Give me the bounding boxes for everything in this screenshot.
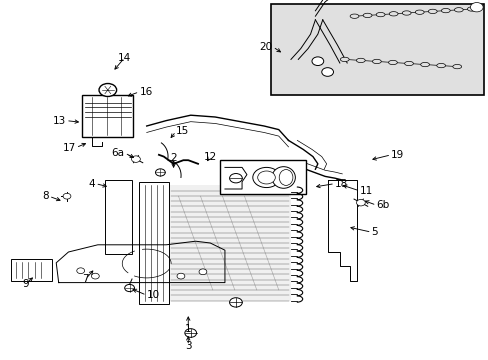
Text: 3: 3 (184, 341, 191, 351)
Ellipse shape (363, 13, 371, 18)
Bar (105, 180, 132, 254)
Text: 11: 11 (359, 186, 372, 196)
Circle shape (321, 68, 333, 76)
Ellipse shape (356, 58, 365, 63)
Circle shape (229, 298, 242, 307)
Ellipse shape (420, 62, 428, 67)
Circle shape (91, 273, 99, 279)
Text: 17: 17 (62, 143, 76, 153)
Circle shape (124, 284, 134, 292)
Bar (271, 4, 483, 95)
Text: 15: 15 (176, 126, 189, 136)
Circle shape (63, 193, 71, 199)
Circle shape (184, 329, 196, 337)
Ellipse shape (467, 7, 475, 11)
Text: 2: 2 (170, 153, 177, 163)
Circle shape (99, 84, 116, 96)
Circle shape (252, 167, 280, 188)
Text: 7: 7 (82, 274, 89, 284)
Circle shape (131, 156, 140, 162)
Circle shape (155, 169, 165, 176)
Circle shape (229, 174, 242, 183)
Text: 1: 1 (184, 324, 191, 334)
Circle shape (77, 268, 84, 274)
Circle shape (257, 171, 275, 184)
Ellipse shape (340, 57, 348, 62)
Text: 16: 16 (139, 87, 152, 97)
Text: 9: 9 (22, 279, 29, 289)
Ellipse shape (349, 14, 358, 18)
Ellipse shape (279, 170, 292, 185)
Ellipse shape (375, 13, 384, 17)
Text: 6b: 6b (376, 200, 389, 210)
Ellipse shape (388, 60, 397, 65)
Bar (220, 160, 305, 194)
Text: 20: 20 (259, 42, 272, 52)
Ellipse shape (441, 8, 449, 13)
Text: 12: 12 (203, 152, 217, 162)
Bar (11, 259, 52, 281)
Text: 5: 5 (371, 227, 378, 237)
Ellipse shape (452, 64, 461, 69)
Circle shape (311, 57, 323, 66)
Circle shape (177, 273, 184, 279)
Ellipse shape (427, 9, 436, 14)
Ellipse shape (271, 167, 295, 188)
Ellipse shape (436, 63, 445, 68)
Text: 19: 19 (390, 150, 404, 160)
Circle shape (199, 269, 206, 275)
Text: 6a: 6a (111, 148, 124, 158)
Ellipse shape (388, 12, 397, 16)
Ellipse shape (453, 8, 462, 12)
Ellipse shape (402, 11, 410, 15)
Bar (82, 95, 133, 137)
Ellipse shape (372, 59, 381, 64)
Ellipse shape (414, 10, 423, 14)
Text: 13: 13 (53, 116, 66, 126)
Bar (139, 182, 168, 304)
Circle shape (469, 3, 482, 12)
Text: 8: 8 (42, 191, 49, 201)
Bar (168, 185, 290, 301)
Text: 18: 18 (334, 179, 347, 189)
Text: 10: 10 (146, 290, 160, 300)
Ellipse shape (404, 61, 412, 66)
Circle shape (356, 199, 365, 206)
Text: 14: 14 (118, 53, 131, 63)
Text: 4: 4 (88, 179, 95, 189)
